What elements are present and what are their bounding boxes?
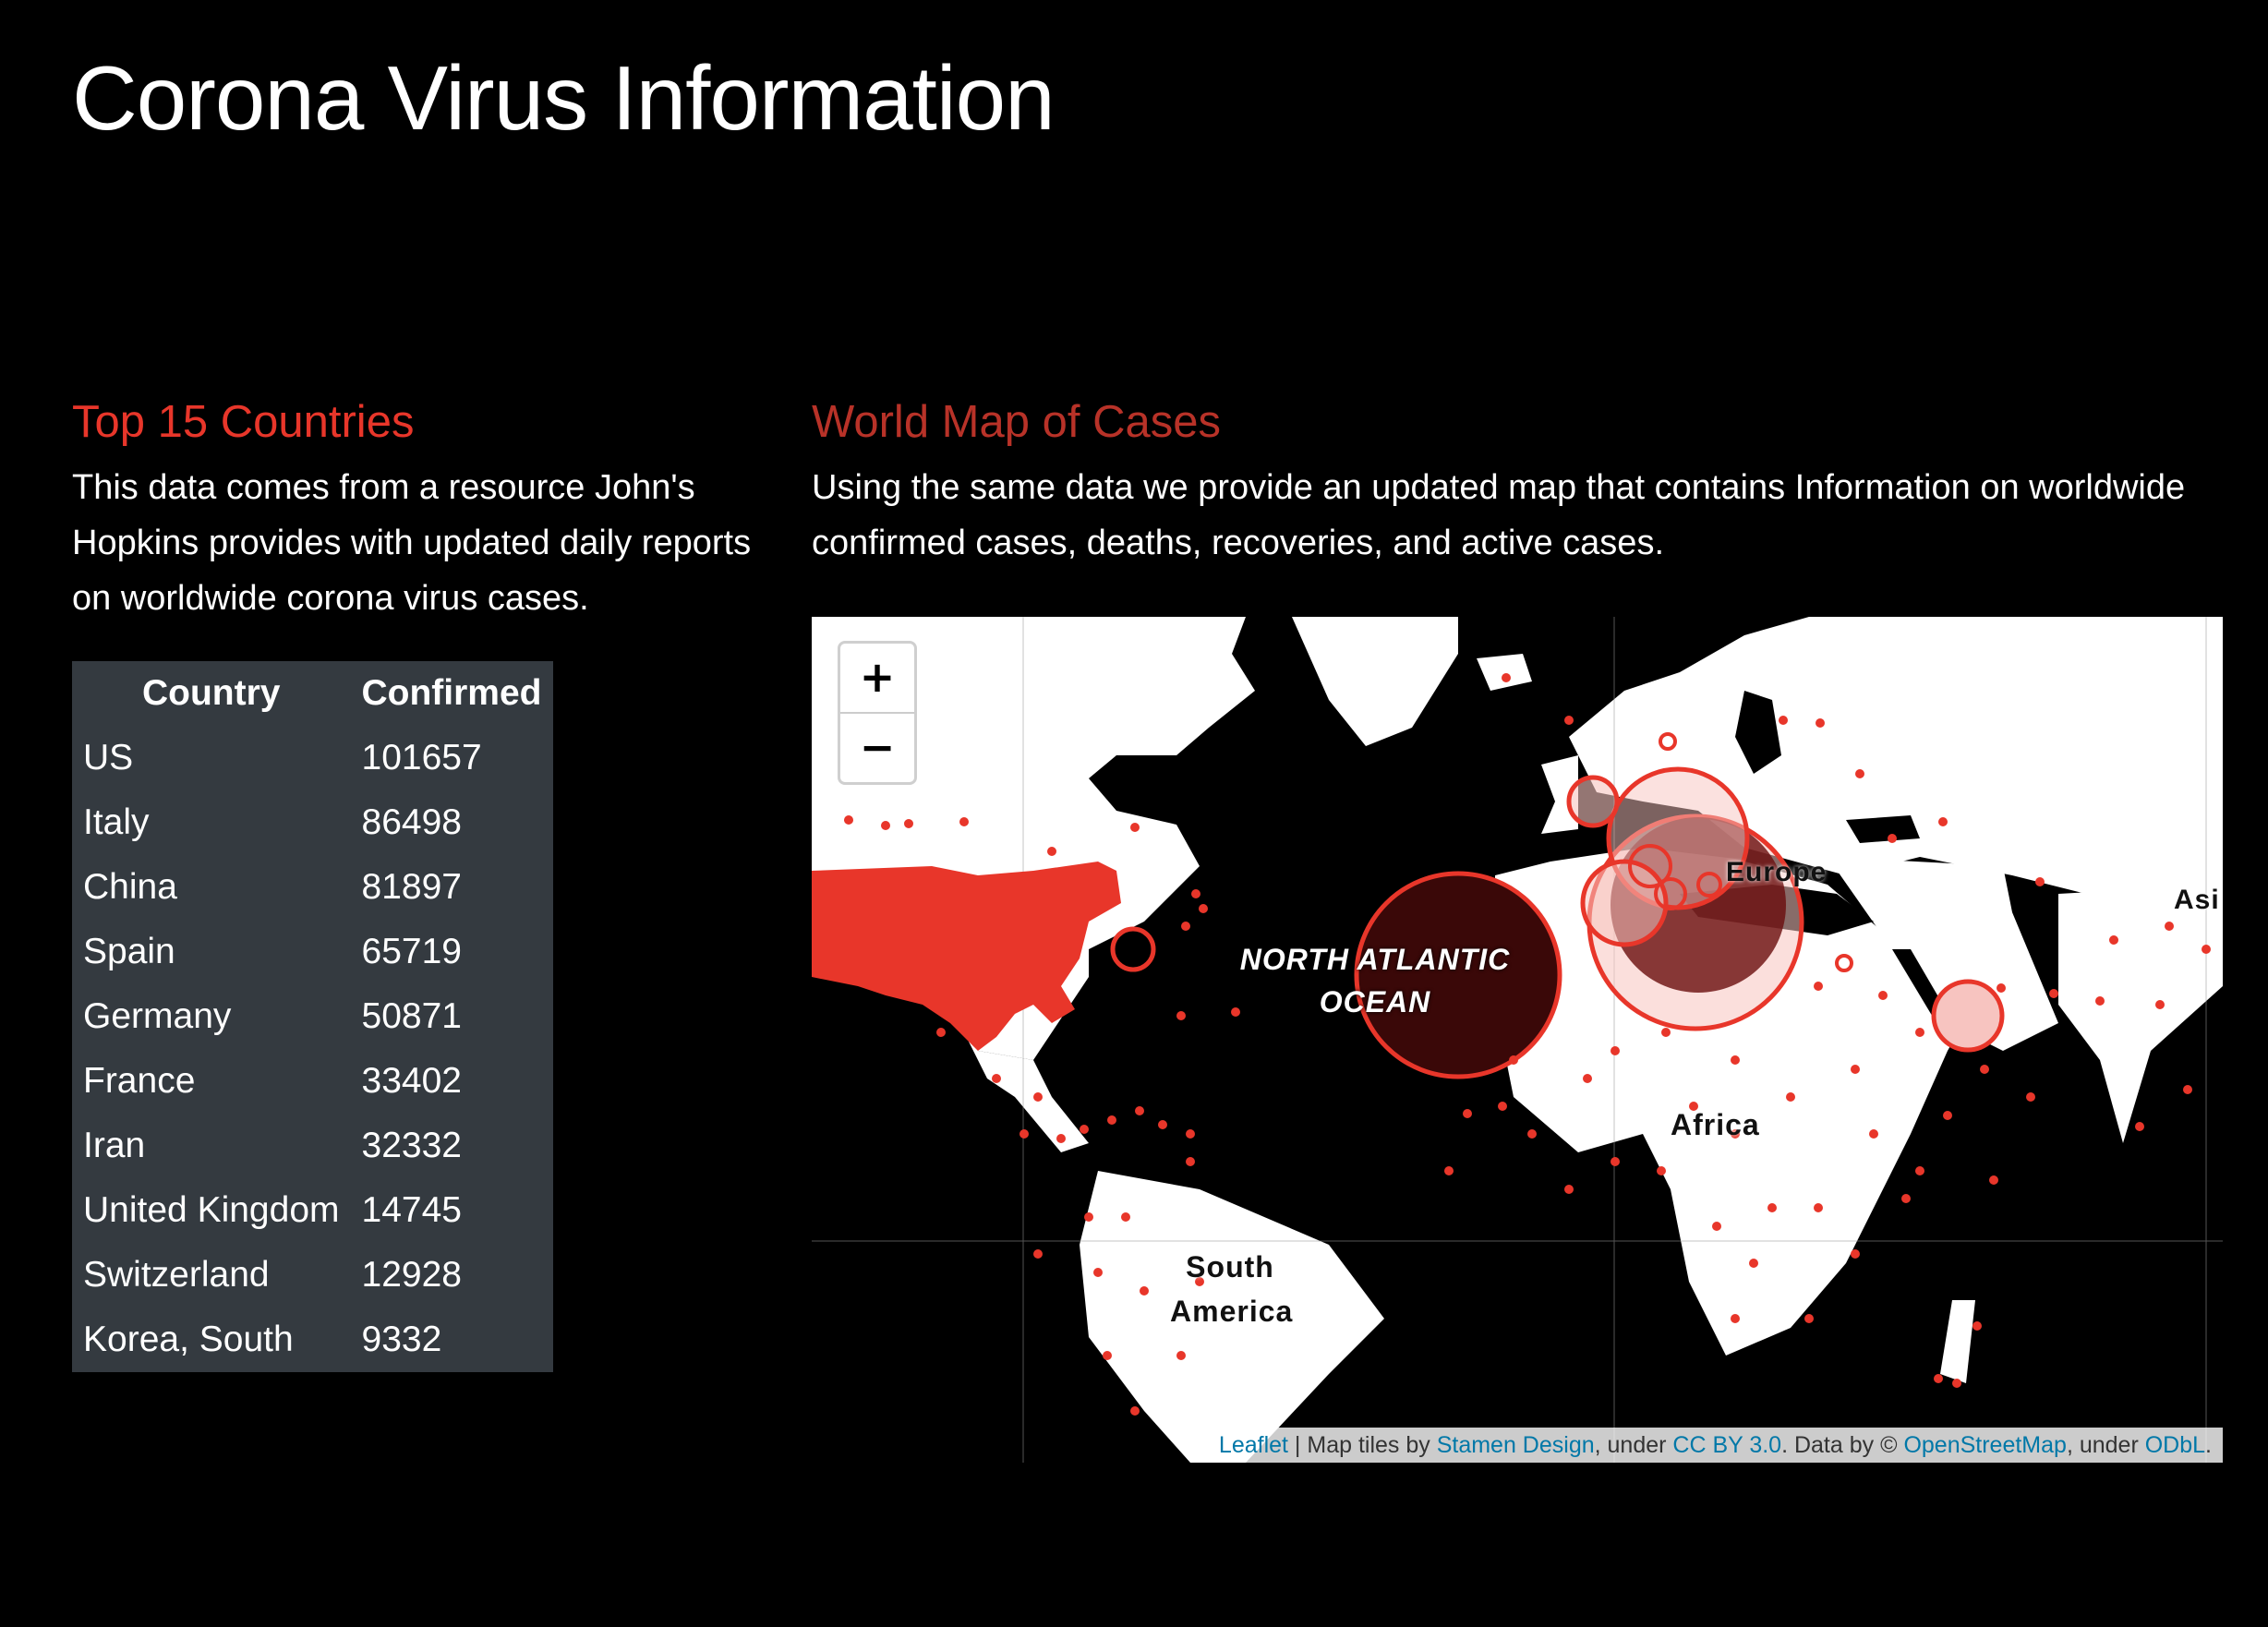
- land-central-america: [950, 1005, 1089, 1152]
- country-cell: Germany: [83, 996, 232, 1036]
- attribution-text-2: , under: [1594, 1432, 1673, 1458]
- table-row: France 33402: [72, 1049, 553, 1114]
- zoom-out-button[interactable]: −: [859, 722, 896, 772]
- column-header-country: Country: [142, 673, 281, 713]
- label-south-america: South America: [1170, 1250, 1294, 1328]
- confirmed-cell: 9332: [361, 1320, 442, 1359]
- country-cell: Switzerland: [83, 1255, 270, 1295]
- odbl-link[interactable]: ODbL: [2144, 1432, 2206, 1458]
- table-row: Switzerland 12928: [72, 1243, 553, 1308]
- us-cases-fill: [812, 862, 1121, 1051]
- top-countries-heading: Top 15 Countries: [72, 397, 415, 447]
- country-cell: United Kingdom: [83, 1190, 340, 1230]
- confirmed-cell: 50871: [361, 996, 462, 1036]
- confirmed-cell: 12928: [361, 1255, 462, 1295]
- zoom-in-button[interactable]: +: [840, 644, 914, 714]
- table-row: Germany 50871: [72, 984, 553, 1049]
- countries-table: Country Confirmed US 101657 Italy 86498 Chin…: [72, 661, 553, 1372]
- world-map-section: World Map of Cases Using the same data w…: [812, 392, 2223, 1463]
- country-cell: France: [83, 1061, 196, 1101]
- confirmed-cell: 33402: [361, 1061, 462, 1101]
- land-uk: [1541, 755, 1578, 834]
- land-south-america: [1080, 1171, 1384, 1463]
- table-row: United Kingdom 14745: [72, 1178, 553, 1243]
- country-cell: Italy: [83, 802, 150, 842]
- countries-table-container: Country Confirmed US 101657 Italy 86498 Chin…: [72, 661, 553, 1372]
- attribution-text-5: .: [2205, 1432, 2212, 1458]
- top-countries-section: Top 15 Countries This data comes from a …: [72, 392, 755, 1377]
- confirmed-cell: 14745: [361, 1190, 462, 1230]
- confirmed-cell: 65719: [361, 932, 462, 971]
- label-north-atlantic-ocean: NORTH ATLANTIC OCEAN: [1239, 943, 1511, 1018]
- attribution-text-3: . Data by ©: [1781, 1432, 1904, 1458]
- land-madagascar: [1940, 1300, 1975, 1383]
- zoom-control: + −: [838, 641, 917, 785]
- table-row: Iran 32332: [72, 1114, 553, 1178]
- top-countries-description: This data comes from a resource John's H…: [72, 468, 752, 618]
- world-map[interactable]: NORTH ATLANTIC OCEAN Europe Africa South…: [812, 617, 2223, 1463]
- country-cell: Spain: [83, 932, 175, 971]
- country-cell: US: [83, 738, 134, 777]
- table-header-row: Country Confirmed: [72, 661, 553, 726]
- table-row: Korea, South 9332: [72, 1308, 553, 1372]
- water-baltic: [1735, 691, 1781, 774]
- confirmed-cell: 32332: [361, 1126, 462, 1165]
- table-row: China 81897: [72, 855, 553, 920]
- column-header-confirmed: Confirmed: [361, 673, 542, 713]
- label-africa: Africa: [1671, 1108, 1760, 1141]
- map-tiles: [812, 617, 2223, 1463]
- leaflet-link[interactable]: Leaflet: [1218, 1432, 1288, 1458]
- cc-by-link[interactable]: CC BY 3.0: [1672, 1432, 1782, 1458]
- openstreetmap-link[interactable]: OpenStreetMap: [1903, 1432, 2067, 1458]
- country-cell: Korea, South: [83, 1320, 294, 1359]
- world-map-heading: World Map of Cases: [812, 397, 1221, 447]
- country-cell: Iran: [83, 1126, 146, 1165]
- map-attribution: Leaflet | Map tiles by Stamen Design, un…: [1207, 1428, 2223, 1463]
- table-row: Spain 65719: [72, 920, 553, 984]
- page-title: Corona Virus Information: [72, 47, 1056, 149]
- land-india: [2058, 885, 2223, 1143]
- attribution-text-4: , under: [2066, 1432, 2145, 1458]
- land-greenland: [1292, 617, 1458, 746]
- land-iceland: [1477, 654, 1532, 691]
- label-europe: Europe: [1726, 857, 1828, 887]
- confirmed-cell: 86498: [361, 802, 462, 842]
- label-asia: Asi: [2174, 885, 2220, 915]
- country-cell: China: [83, 867, 177, 907]
- attribution-text-1: | Map tiles by: [1287, 1432, 1437, 1458]
- confirmed-cell: 101657: [361, 738, 482, 777]
- confirmed-cell: 81897: [361, 867, 462, 907]
- world-map-description: Using the same data we provide an update…: [812, 468, 2186, 562]
- table-row: Italy 86498: [72, 790, 553, 855]
- table-row: US 101657: [72, 726, 553, 790]
- water-black-sea: [1846, 815, 1920, 843]
- stamen-design-link[interactable]: Stamen Design: [1436, 1432, 1595, 1458]
